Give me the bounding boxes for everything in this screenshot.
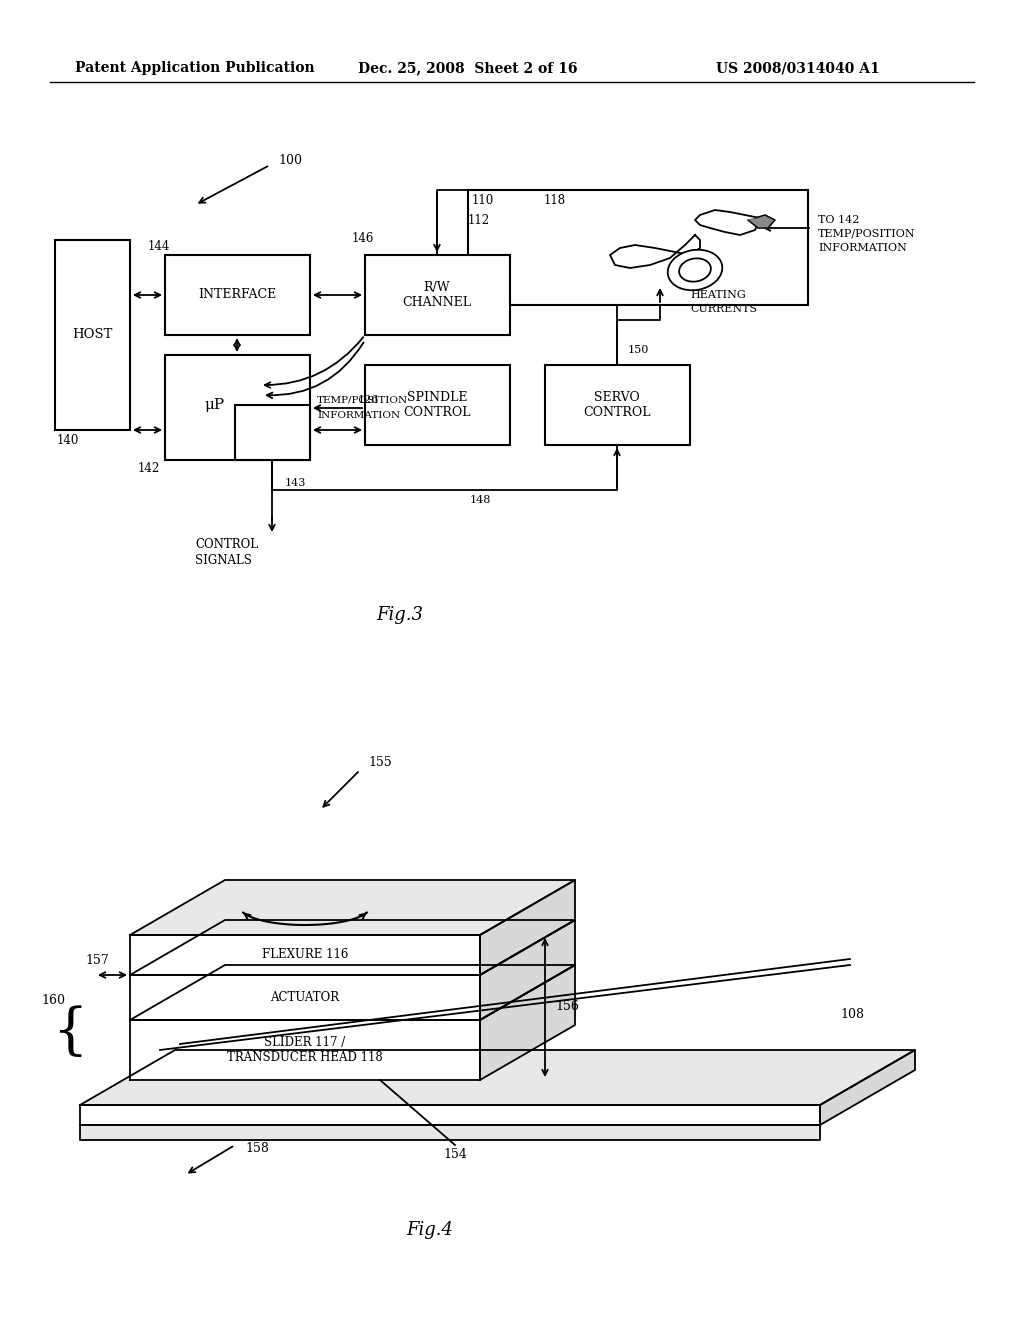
Text: HOST: HOST (72, 329, 113, 342)
Ellipse shape (679, 259, 711, 281)
Text: 157: 157 (85, 953, 109, 966)
Polygon shape (480, 965, 575, 1080)
Polygon shape (130, 965, 575, 1020)
Bar (545, 366, 690, 445)
Ellipse shape (668, 249, 722, 290)
Polygon shape (820, 1049, 915, 1125)
Text: Patent Application Publication: Patent Application Publication (75, 61, 314, 75)
Text: Fig.4: Fig.4 (407, 1221, 454, 1239)
Polygon shape (748, 215, 775, 228)
Text: 156: 156 (555, 1001, 579, 1014)
Text: Fig.3: Fig.3 (377, 606, 424, 624)
Text: ACTUATOR: ACTUATOR (270, 991, 340, 1005)
Bar (365, 366, 510, 445)
Polygon shape (130, 935, 480, 975)
Polygon shape (480, 920, 575, 1020)
Text: 110: 110 (472, 194, 495, 206)
Text: INFORMATION: INFORMATION (818, 243, 907, 253)
Text: SPINDLE
CONTROL: SPINDLE CONTROL (403, 391, 471, 418)
Bar (365, 255, 510, 335)
Polygon shape (80, 1125, 820, 1140)
Text: SIGNALS: SIGNALS (195, 553, 252, 566)
Text: TEMP/POSITION: TEMP/POSITION (317, 396, 409, 404)
Text: 155: 155 (368, 755, 392, 768)
Text: R/W
CHANNEL: R/W CHANNEL (402, 281, 471, 309)
Text: CURRENTS: CURRENTS (690, 304, 757, 314)
Text: 118: 118 (544, 194, 566, 206)
Text: 108: 108 (840, 1008, 864, 1022)
Text: {: { (52, 1005, 88, 1060)
Text: 126: 126 (358, 395, 379, 405)
Text: Dec. 25, 2008  Sheet 2 of 16: Dec. 25, 2008 Sheet 2 of 16 (358, 61, 578, 75)
Text: SERVO
CONTROL: SERVO CONTROL (584, 391, 650, 418)
Polygon shape (130, 1020, 480, 1080)
Text: TO 142: TO 142 (818, 215, 859, 224)
Text: SLIDER 117 /
TRANSDUCER HEAD 118: SLIDER 117 / TRANSDUCER HEAD 118 (227, 1036, 383, 1064)
Text: TEMP/POSITION: TEMP/POSITION (818, 228, 915, 239)
Polygon shape (80, 1105, 820, 1125)
Text: 158: 158 (245, 1142, 269, 1155)
Polygon shape (130, 920, 575, 975)
Text: 143: 143 (285, 478, 306, 488)
Text: INTERFACE: INTERFACE (198, 289, 276, 301)
Polygon shape (130, 975, 480, 1020)
Bar (468, 190, 808, 305)
Text: 148: 148 (469, 495, 490, 506)
Bar (165, 255, 310, 335)
Text: 144: 144 (148, 240, 170, 253)
Bar (234, 405, 310, 459)
Polygon shape (130, 880, 575, 935)
Text: 154: 154 (443, 1148, 467, 1162)
Text: 146: 146 (352, 231, 375, 244)
Text: 142: 142 (138, 462, 160, 474)
Bar (55, 240, 130, 430)
Text: 150: 150 (628, 345, 649, 355)
Text: μP: μP (205, 399, 225, 412)
Text: FLEXURE 116: FLEXURE 116 (262, 949, 348, 961)
Text: CONTROL: CONTROL (195, 539, 258, 552)
Text: INFORMATION: INFORMATION (317, 411, 400, 420)
Polygon shape (80, 1049, 915, 1105)
Text: 140: 140 (57, 433, 80, 446)
Text: HEATING: HEATING (690, 290, 745, 300)
Text: 112: 112 (468, 214, 490, 227)
Text: 160: 160 (41, 994, 65, 1006)
Text: US 2008/0314040 A1: US 2008/0314040 A1 (716, 61, 880, 75)
Bar (165, 355, 310, 459)
Polygon shape (480, 880, 575, 975)
Text: 100: 100 (278, 153, 302, 166)
